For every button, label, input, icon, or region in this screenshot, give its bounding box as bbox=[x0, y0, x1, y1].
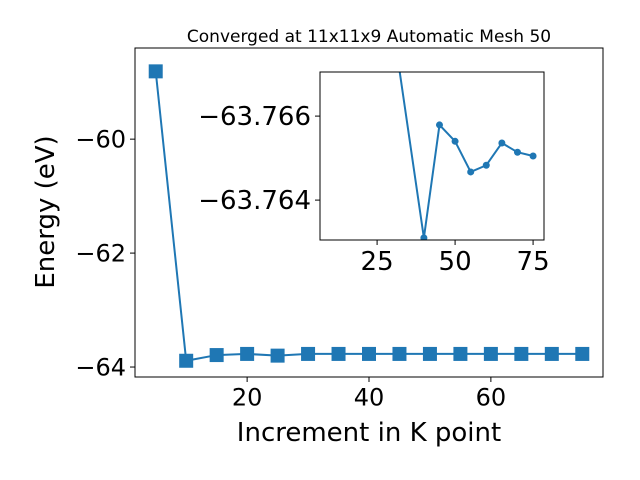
point bbox=[392, 346, 407, 361]
point bbox=[498, 139, 506, 147]
point bbox=[513, 148, 521, 156]
point bbox=[451, 137, 459, 145]
point bbox=[422, 346, 437, 361]
axes-frame bbox=[134, 47, 604, 378]
point bbox=[240, 346, 255, 361]
point bbox=[435, 121, 443, 129]
x-tick-label: 40 bbox=[354, 383, 385, 411]
x-tick-label: 20 bbox=[232, 383, 263, 411]
y-tick-label: −60 bbox=[75, 126, 126, 154]
chart-title: Converged at 11x11x9 Automatic Mesh 50 bbox=[187, 27, 551, 47]
point bbox=[148, 64, 163, 79]
point bbox=[575, 346, 590, 361]
point bbox=[482, 161, 490, 169]
x-tick-label: 75 bbox=[517, 247, 550, 277]
x-axis-label: Increment in K point bbox=[237, 418, 501, 448]
point bbox=[483, 346, 498, 361]
point bbox=[209, 348, 224, 363]
y-tick-label: −63.764 bbox=[198, 186, 311, 216]
point bbox=[331, 346, 346, 361]
plot-layer bbox=[398, 72, 537, 240]
point bbox=[467, 168, 475, 176]
point bbox=[544, 346, 559, 361]
point bbox=[529, 152, 537, 160]
y-axis-label: Energy (eV) bbox=[31, 135, 61, 288]
axes-frame bbox=[319, 71, 545, 241]
plot-layer bbox=[148, 64, 590, 368]
point bbox=[453, 346, 468, 361]
point bbox=[179, 353, 194, 368]
point bbox=[301, 346, 316, 361]
point bbox=[420, 234, 428, 240]
y-tick-label: −64 bbox=[75, 353, 126, 381]
y-tick-label: −62 bbox=[75, 239, 126, 267]
point bbox=[270, 348, 285, 363]
x-tick-label: 50 bbox=[439, 247, 472, 277]
x-tick-label: 60 bbox=[476, 383, 507, 411]
x-tick-label: 25 bbox=[361, 247, 394, 277]
plot-area bbox=[320, 72, 544, 240]
y-tick-label: −63.766 bbox=[198, 102, 311, 132]
point bbox=[514, 346, 529, 361]
point bbox=[362, 346, 376, 361]
